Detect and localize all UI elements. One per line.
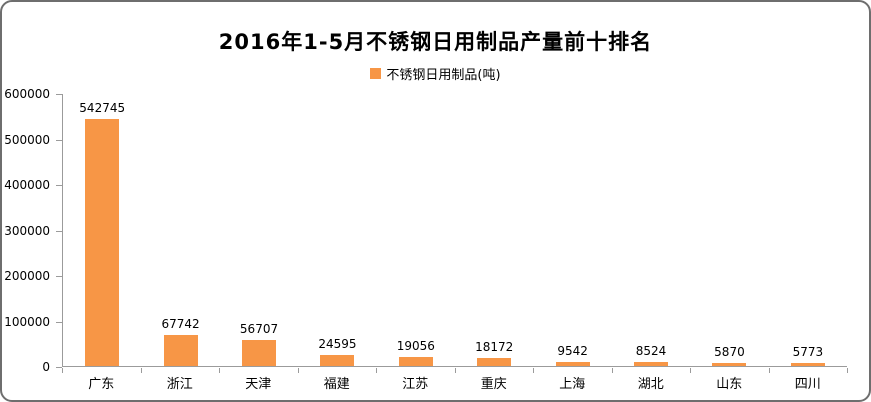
bar-value-label: 5773 bbox=[792, 345, 824, 359]
bar bbox=[398, 357, 433, 366]
y-tick-mark bbox=[56, 140, 62, 141]
bar-value-label: 542745 bbox=[79, 101, 126, 115]
x-axis-label: 四川 bbox=[794, 377, 821, 392]
x-tick-mark bbox=[533, 368, 534, 373]
x-axis-labels: 广东 浙江 天津 福建 江苏 重庆 上海 湖北 山东 四川 bbox=[62, 373, 847, 392]
x-tick-mark bbox=[454, 368, 456, 373]
bar-value-label: 24595 bbox=[318, 337, 357, 351]
x-tick-mark bbox=[140, 368, 142, 373]
bar-value-label: 67742 bbox=[161, 317, 200, 331]
x-tick-mark bbox=[847, 368, 848, 373]
bar-slot-天津: 56707 bbox=[220, 94, 298, 366]
x-axis-label: 天津 bbox=[245, 377, 272, 392]
bar bbox=[320, 355, 355, 366]
x-tick-mark bbox=[62, 368, 63, 373]
bar-slot-广东: 542745 bbox=[63, 94, 141, 366]
x-axis-label: 重庆 bbox=[480, 377, 507, 392]
x-axis-label: 广东 bbox=[88, 377, 115, 392]
bar bbox=[242, 340, 277, 366]
legend: 不锈钢日用制品(吨) bbox=[2, 64, 869, 83]
x-axis-label: 福建 bbox=[323, 377, 350, 392]
bar-slot-重庆: 18172 bbox=[455, 94, 533, 366]
bar-value-label: 56707 bbox=[239, 322, 279, 336]
legend-swatch-icon bbox=[370, 68, 382, 79]
bar bbox=[477, 358, 512, 366]
bar-slot-上海: 9542 bbox=[533, 94, 611, 366]
y-tick-mark bbox=[56, 231, 62, 232]
chart-title: 2016年1-5月不锈钢日用制品产量前十排名 bbox=[218, 30, 653, 54]
x-tick-mark bbox=[297, 368, 299, 373]
bar bbox=[85, 119, 120, 366]
bar-slot-浙江: 67742 bbox=[141, 94, 219, 366]
y-tick-mark bbox=[56, 276, 62, 277]
x-tick-mark bbox=[376, 368, 377, 373]
bar-slot-福建: 24595 bbox=[298, 94, 376, 366]
y-tick-label: 300000 bbox=[4, 223, 50, 238]
legend-label: 不锈钢日用制品(吨) bbox=[386, 68, 501, 83]
bar-slot-四川: 5773 bbox=[769, 94, 847, 366]
x-tick-mark bbox=[768, 368, 770, 373]
y-tick-label: 100000 bbox=[4, 314, 50, 329]
bar-value-label: 5870 bbox=[714, 345, 745, 359]
y-tick-label: 600000 bbox=[4, 87, 50, 101]
plot-area: 542745 67742 56707 24595 19056 18172 9542 8524 5… bbox=[62, 94, 847, 367]
bar bbox=[634, 362, 669, 366]
y-tick-mark bbox=[56, 185, 62, 186]
bar-value-label: 9542 bbox=[557, 344, 588, 358]
bar-value-label: 18172 bbox=[475, 340, 514, 354]
x-axis-label: 山东 bbox=[716, 377, 743, 392]
x-axis-label: 上海 bbox=[559, 377, 586, 392]
bar bbox=[712, 363, 747, 366]
x-axis-label: 浙江 bbox=[166, 377, 193, 392]
x-axis-label: 江苏 bbox=[402, 377, 429, 392]
bar-slot-湖北: 8524 bbox=[612, 94, 690, 366]
x-tick-mark bbox=[690, 368, 691, 373]
x-axis-label: 湖北 bbox=[637, 377, 664, 392]
y-tick-mark bbox=[56, 367, 62, 368]
y-tick-label: 0 bbox=[42, 360, 50, 374]
bar bbox=[555, 362, 590, 366]
bar-value-label: 19056 bbox=[396, 339, 435, 353]
y-tick-label: 500000 bbox=[4, 132, 50, 147]
bar-value-label: 8524 bbox=[635, 344, 667, 358]
y-tick-label: 400000 bbox=[4, 178, 50, 192]
y-tick-mark bbox=[56, 94, 62, 95]
y-tick-mark bbox=[56, 322, 62, 323]
bar bbox=[163, 335, 198, 366]
x-tick-mark bbox=[219, 368, 220, 373]
bar-slot-山东: 5870 bbox=[690, 94, 768, 366]
x-tick-mark bbox=[611, 368, 613, 373]
bar-series: 542745 67742 56707 24595 19056 18172 9542 8524 5… bbox=[63, 94, 847, 366]
y-tick-label: 200000 bbox=[4, 269, 50, 283]
bar bbox=[790, 363, 825, 366]
bar-slot-江苏: 19056 bbox=[377, 94, 455, 366]
